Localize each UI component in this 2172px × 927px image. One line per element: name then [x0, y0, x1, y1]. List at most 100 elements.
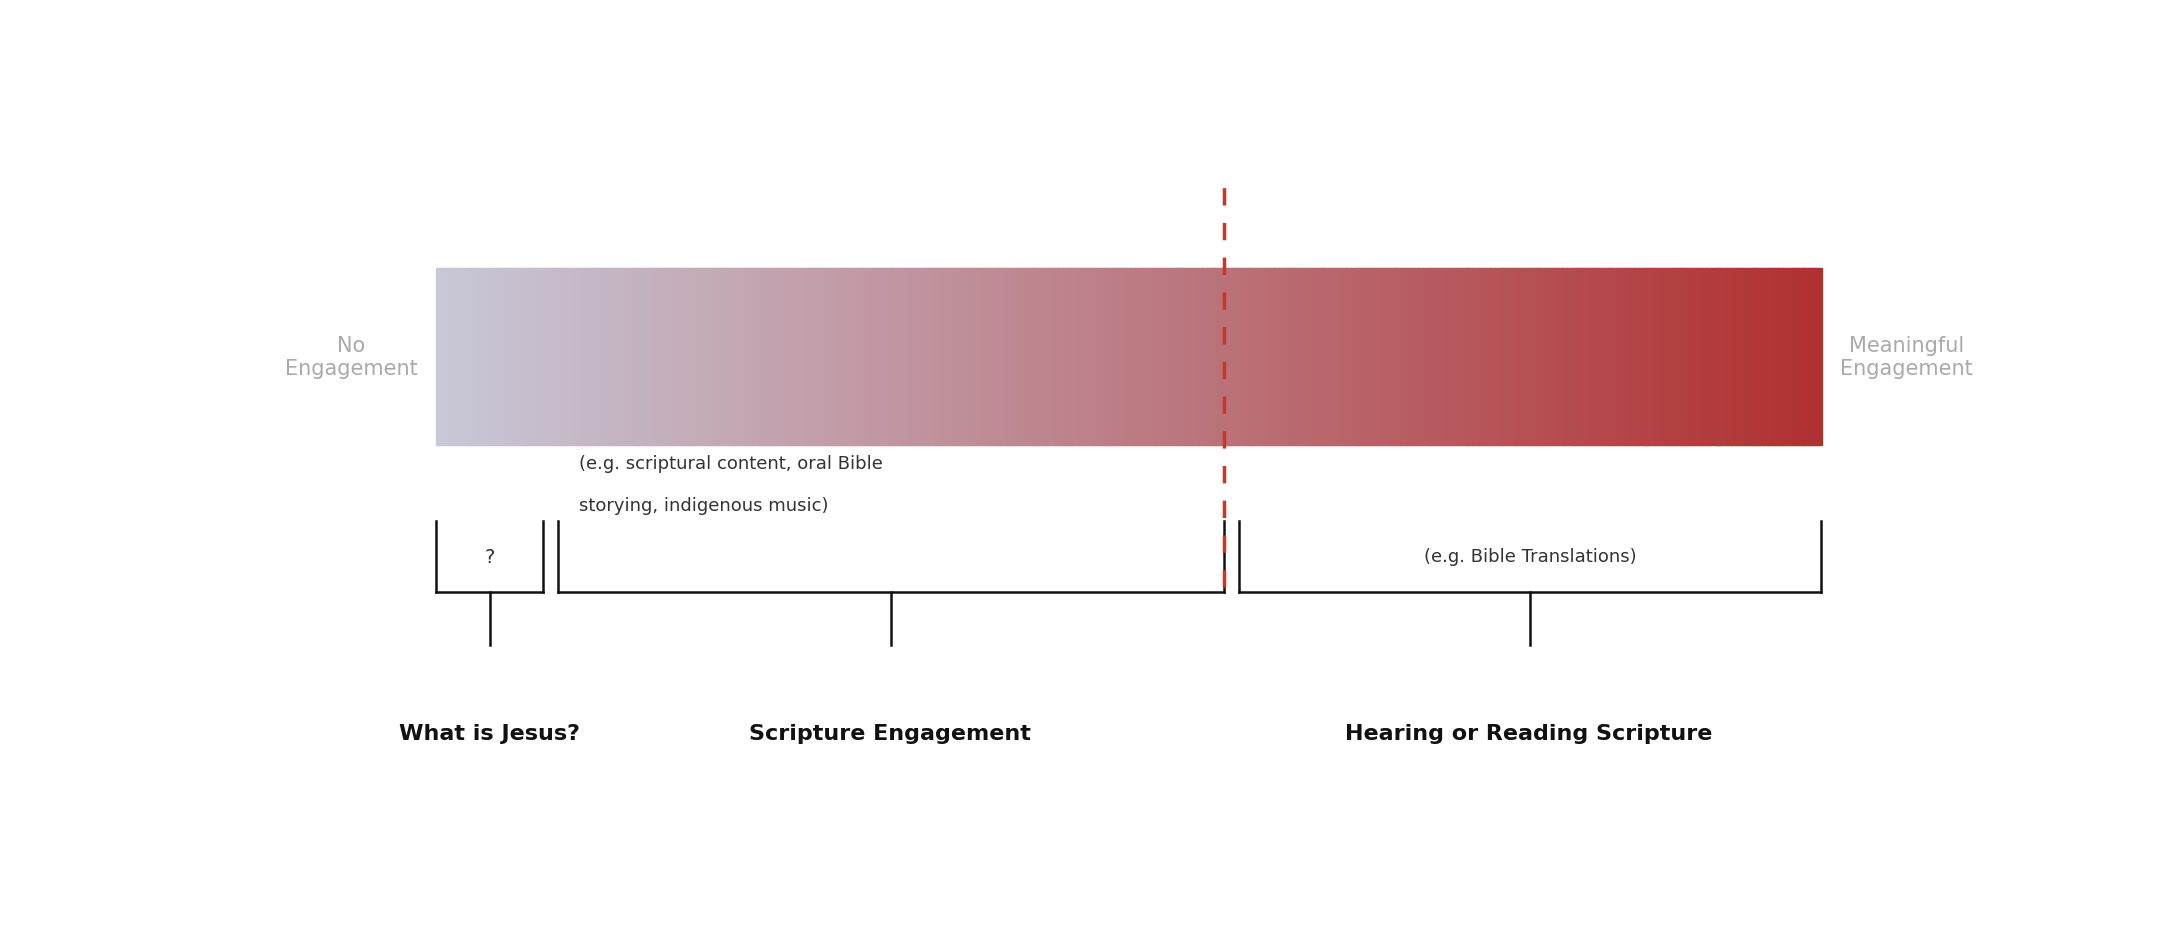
Bar [1653, 269, 1655, 446]
Bar [699, 269, 704, 446]
Bar [1151, 269, 1156, 446]
Bar [1818, 269, 1822, 446]
Bar [1003, 269, 1008, 446]
Bar [1331, 269, 1334, 446]
Bar [497, 269, 502, 446]
Bar [1051, 269, 1056, 446]
Bar [586, 269, 589, 446]
Bar [591, 269, 595, 446]
Bar [626, 269, 628, 446]
Bar [1555, 269, 1559, 446]
Bar [1473, 269, 1475, 446]
Bar [519, 269, 523, 446]
Bar [1336, 269, 1340, 446]
Bar [1171, 269, 1175, 446]
Bar [1305, 269, 1310, 446]
Bar [999, 269, 1001, 446]
Bar [1729, 269, 1733, 446]
Bar [1607, 269, 1612, 446]
Bar [630, 269, 634, 446]
Bar [1536, 269, 1540, 446]
Bar [888, 269, 891, 446]
Bar [556, 269, 558, 446]
Bar [1084, 269, 1088, 446]
Bar [1373, 269, 1377, 446]
Bar [1809, 269, 1814, 446]
Bar [1323, 269, 1327, 446]
Bar [1642, 269, 1644, 446]
Bar [539, 269, 543, 446]
Bar [752, 269, 756, 446]
Bar [812, 269, 817, 446]
Bar [858, 269, 860, 446]
Bar [1512, 269, 1514, 446]
Bar [1549, 269, 1553, 446]
Bar [1375, 269, 1379, 446]
Bar [1197, 269, 1201, 446]
Bar [1075, 269, 1079, 446]
Bar [1798, 269, 1803, 446]
Bar [500, 269, 504, 446]
Bar [1746, 269, 1751, 446]
Bar [1290, 269, 1292, 446]
Bar [817, 269, 819, 446]
Bar [958, 269, 960, 446]
Bar [1814, 269, 1816, 446]
Bar [1655, 269, 1659, 446]
Bar [1664, 269, 1666, 446]
Bar [801, 269, 806, 446]
Bar [869, 269, 873, 446]
Bar [1507, 269, 1512, 446]
Bar [1064, 269, 1069, 446]
Bar [1160, 269, 1162, 446]
Bar [901, 269, 906, 446]
Bar [567, 269, 571, 446]
Bar [1162, 269, 1166, 446]
Bar [1562, 269, 1564, 446]
Bar [1738, 269, 1742, 446]
Bar [1716, 269, 1720, 446]
Bar [1023, 269, 1027, 446]
Bar [1527, 269, 1531, 446]
Bar [619, 269, 623, 446]
Bar [1575, 269, 1579, 446]
Bar [589, 269, 593, 446]
Bar [1685, 269, 1690, 446]
Bar [1140, 269, 1142, 446]
Bar [1788, 269, 1792, 446]
Bar [1553, 269, 1555, 446]
Bar [460, 269, 465, 446]
Bar [1462, 269, 1464, 446]
Bar [532, 269, 536, 446]
Bar [1755, 269, 1759, 446]
Bar [1718, 269, 1722, 446]
Bar [1008, 269, 1010, 446]
Bar [437, 269, 441, 446]
Bar [1110, 269, 1112, 446]
Bar [1079, 269, 1082, 446]
Bar [1301, 269, 1303, 446]
Bar [1321, 269, 1323, 446]
Bar [1588, 269, 1592, 446]
Bar [576, 269, 578, 446]
Bar [1775, 269, 1777, 446]
Bar [810, 269, 814, 446]
Bar [1043, 269, 1047, 446]
Bar [1397, 269, 1401, 446]
Bar [1603, 269, 1605, 446]
Bar [1538, 269, 1542, 446]
Bar [1699, 269, 1703, 446]
Bar [439, 269, 443, 446]
Bar [1275, 269, 1279, 446]
Bar [880, 269, 884, 446]
Bar [721, 269, 725, 446]
Bar [1119, 269, 1121, 446]
Bar [1362, 269, 1364, 446]
Bar [495, 269, 497, 446]
Bar [599, 269, 604, 446]
Bar [1785, 269, 1790, 446]
Bar [758, 269, 762, 446]
Bar [1414, 269, 1418, 446]
Bar [945, 269, 949, 446]
Bar [1366, 269, 1371, 446]
